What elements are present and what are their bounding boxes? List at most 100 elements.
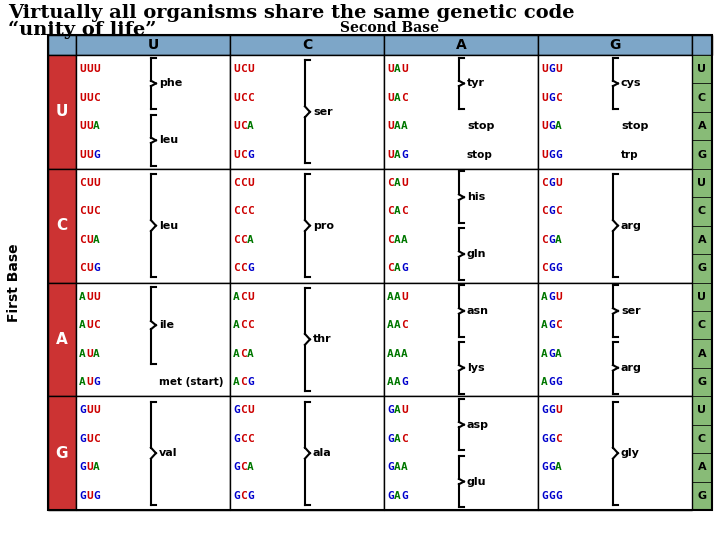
Bar [692,424,712,453]
Text: U: U [541,64,548,74]
Text: A: A [394,93,401,103]
Text: G: G [548,206,555,217]
Text: A: A [79,349,86,359]
Text: cys: cys [621,78,642,89]
Text: U: U [86,292,93,302]
Bar [384,35,538,55]
Text: A: A [541,320,548,330]
Text: G: G [247,150,254,159]
Text: C: C [698,434,706,444]
Bar [692,35,712,55]
Text: U: U [79,93,86,103]
Text: U: U [247,64,254,74]
Text: U: U [86,178,93,188]
Bar [76,168,230,282]
Text: U: U [541,121,548,131]
Text: G: G [541,406,548,415]
Text: U: U [86,377,93,387]
Bar [538,55,692,168]
Text: C: C [240,235,247,245]
Text: A: A [79,320,86,330]
Text: A: A [233,377,240,387]
Text: stop: stop [467,150,492,159]
Text: arg: arg [621,221,642,231]
Text: C: C [79,264,86,273]
Text: G: G [548,377,555,387]
Text: C: C [401,93,408,103]
Bar [692,55,712,84]
Text: G: G [79,462,86,472]
Text: trp: trp [621,150,639,159]
Text: A: A [401,349,408,359]
Text: C: C [555,93,562,103]
Text: A: A [93,349,100,359]
Text: U: U [86,434,93,444]
Text: A: A [394,150,401,159]
Text: C: C [93,93,100,103]
Text: ser: ser [621,306,641,316]
Text: C: C [240,206,247,217]
Text: U: U [86,264,93,273]
Text: G: G [548,150,555,159]
Text: U: U [93,178,100,188]
Text: ile: ile [159,320,174,330]
Text: U: U [401,292,408,302]
Text: C: C [698,320,706,330]
Text: U: U [233,64,240,74]
Text: C: C [387,206,394,217]
Text: C: C [240,121,247,131]
Text: gln: gln [467,249,487,259]
Bar [76,282,230,396]
Text: G: G [548,349,555,359]
Text: U: U [698,64,706,74]
Text: A: A [93,462,100,472]
Bar [692,311,712,339]
Text: U: U [56,104,68,119]
Text: A: A [555,462,562,472]
Text: G: G [541,491,548,501]
Text: asp: asp [467,420,489,430]
Text: A: A [394,434,401,444]
Text: U: U [86,349,93,359]
Bar [692,197,712,226]
Bar [692,226,712,254]
Text: G: G [233,406,240,415]
Bar [48,35,712,510]
Text: U: U [555,406,562,415]
Text: A: A [394,377,401,387]
Text: U: U [233,121,240,131]
Text: U: U [93,406,100,415]
Text: A: A [93,121,100,131]
Text: C: C [302,38,312,52]
Text: G: G [609,38,621,52]
Bar [692,168,712,197]
Text: C: C [233,264,240,273]
Text: met (start): met (start) [159,377,223,387]
Text: U: U [698,406,706,415]
Text: A: A [394,349,401,359]
Text: C: C [56,218,68,233]
Text: C: C [247,434,254,444]
Text: U: U [86,206,93,217]
Text: C: C [233,235,240,245]
Text: A: A [698,349,706,359]
Text: U: U [387,150,394,159]
Text: stop: stop [467,121,495,131]
Bar [230,55,384,168]
Bar [230,282,384,396]
Bar [48,168,76,282]
Text: A: A [394,320,401,330]
Text: C: C [240,462,247,472]
Text: C: C [93,434,100,444]
Text: G: G [555,377,562,387]
Bar [230,396,384,510]
Text: C: C [541,264,548,273]
Text: C: C [240,64,247,74]
Bar [76,55,230,168]
Text: G: G [698,491,706,501]
Text: U: U [247,406,254,415]
Text: phe: phe [159,78,182,89]
Text: U: U [555,178,562,188]
Text: A: A [401,121,408,131]
Text: U: U [93,292,100,302]
